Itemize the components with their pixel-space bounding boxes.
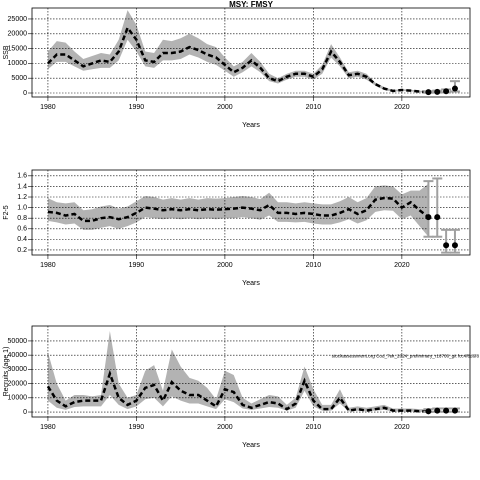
confidence-band xyxy=(47,183,429,237)
estimate-line xyxy=(47,196,430,223)
chart-title: MSY: FMSY xyxy=(229,0,274,9)
x-tick-label: 2010 xyxy=(306,104,322,111)
x-tick-label: 2020 xyxy=(394,104,410,111)
y-axis-label: Recruits (age 1) xyxy=(3,347,10,397)
x-tick-label: 1980 xyxy=(40,104,56,111)
y-tick-label: 0.4 xyxy=(17,236,27,243)
y-tick-label: 15000 xyxy=(8,45,28,52)
y-tick-label: 0.6 xyxy=(17,226,27,233)
y-tick-label: 1.0 xyxy=(17,204,27,211)
y-tick-label: 10000 xyxy=(8,395,28,402)
x-tick-label: 1990 xyxy=(129,104,145,111)
projection-point xyxy=(425,408,432,415)
projection-point xyxy=(434,214,441,221)
y-tick-label: 1.6 xyxy=(17,173,27,180)
y-tick-label: 0.8 xyxy=(17,215,27,222)
annotation: stockassessment.org Cod_7ek_2024_prelimi… xyxy=(332,354,480,359)
confidence-band xyxy=(47,330,429,412)
x-tick-label: 1990 xyxy=(129,424,145,431)
projection-point xyxy=(425,89,432,96)
y-tick-label: 50000 xyxy=(8,338,28,345)
y-axis-label: SSB xyxy=(3,45,10,59)
x-tick-label: 2000 xyxy=(217,424,233,431)
x-tick-label: 2000 xyxy=(217,104,233,111)
plot-frame xyxy=(31,169,471,256)
y-tick-label: 0.2 xyxy=(17,247,27,254)
projection-point xyxy=(443,242,450,249)
plot-frame xyxy=(31,325,471,418)
x-tick-label: 2020 xyxy=(394,262,410,269)
y-tick-label: 1.2 xyxy=(17,194,27,201)
projection-point xyxy=(434,407,441,414)
projection-point xyxy=(434,88,441,95)
estimate-line xyxy=(47,25,429,94)
x-tick-label: 1990 xyxy=(129,262,145,269)
x-tick-label: 2020 xyxy=(394,424,410,431)
x-tick-label: 2010 xyxy=(306,424,322,431)
y-tick-label: 1.4 xyxy=(17,183,27,190)
plot-frame xyxy=(31,7,471,98)
projection-point xyxy=(425,214,432,221)
x-axis-label: Years xyxy=(242,280,260,287)
projection-point xyxy=(451,85,458,92)
x-tick-label: 1980 xyxy=(40,262,56,269)
y-tick-label: 30000 xyxy=(8,366,28,373)
x-tick-label: 2010 xyxy=(306,262,322,269)
y-tick-label: 40000 xyxy=(8,352,28,359)
y-tick-label: 5000 xyxy=(11,75,27,82)
y-tick-label: 0 xyxy=(23,409,27,416)
x-axis-label: Years xyxy=(242,122,260,129)
projection-point xyxy=(451,407,458,414)
x-axis-label: Years xyxy=(242,442,260,449)
y-tick-label: 20000 xyxy=(8,380,28,387)
estimate-line xyxy=(46,369,429,413)
y-tick-label: 0 xyxy=(23,90,27,97)
projection-point xyxy=(451,242,458,249)
y-tick-label: 20000 xyxy=(8,31,28,38)
y-axis-label: F2-5 xyxy=(3,205,10,220)
projection-point xyxy=(443,88,450,95)
projection-point xyxy=(443,407,450,414)
y-tick-label: 10000 xyxy=(8,60,28,67)
x-tick-label: 1980 xyxy=(40,424,56,431)
y-tick-label: 25000 xyxy=(8,16,28,23)
x-tick-label: 2000 xyxy=(217,262,233,269)
